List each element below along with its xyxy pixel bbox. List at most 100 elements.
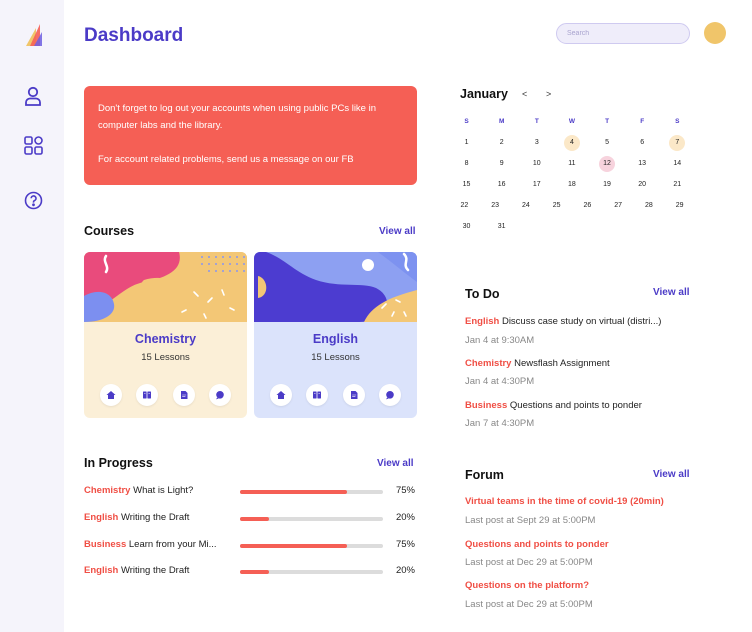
calendar-day[interactable]: 3 bbox=[519, 132, 554, 153]
alert-text-1: Don't forget to log out your accounts wh… bbox=[98, 103, 376, 131]
progress-row[interactable]: English Writing the Draft 20% bbox=[84, 512, 417, 526]
progress-bar bbox=[240, 490, 383, 494]
progress-fill bbox=[240, 570, 269, 574]
calendar-day-number: 8 bbox=[464, 160, 469, 167]
calendar-day-number: 25 bbox=[552, 202, 561, 209]
todo-view-all-link[interactable]: View all bbox=[653, 287, 690, 298]
calendar-day[interactable]: 4 bbox=[554, 132, 589, 153]
todo-title: To Do bbox=[465, 287, 500, 301]
calendar-day-number: 16 bbox=[497, 181, 506, 188]
calendar-day[interactable]: 28 bbox=[634, 195, 665, 216]
sidebar bbox=[0, 0, 64, 632]
book-icon[interactable] bbox=[136, 384, 159, 406]
avatar[interactable] bbox=[704, 22, 726, 44]
forum-thread-title[interactable]: Questions and points to ponder bbox=[465, 539, 609, 550]
weekday-label: S bbox=[675, 118, 680, 125]
todo-item[interactable]: Business Questions and points to ponder bbox=[465, 400, 642, 411]
calendar-day-number: 10 bbox=[532, 160, 541, 167]
calendar-day[interactable]: 17 bbox=[519, 174, 554, 195]
calendar-day[interactable]: 16 bbox=[484, 174, 519, 195]
courses-view-all-link[interactable]: View all bbox=[379, 226, 416, 237]
course-card-english[interactable]: English 15 Lessons bbox=[254, 252, 417, 418]
calendar-day-number: 9 bbox=[499, 160, 504, 167]
course-actions bbox=[270, 384, 401, 406]
progress-percent: 20% bbox=[395, 565, 415, 576]
calendar-week: 1 2 3 4 5 6 7 bbox=[449, 132, 695, 153]
todo-item[interactable]: Chemistry Newsflash Assignment bbox=[465, 358, 610, 369]
calendar-day[interactable]: 6 bbox=[625, 132, 660, 153]
calendar-day[interactable]: 13 bbox=[625, 153, 660, 174]
calendar-day[interactable]: 29 bbox=[664, 195, 695, 216]
lesson-title: Writing the Draft bbox=[120, 565, 190, 576]
calendar-day[interactable]: 9 bbox=[484, 153, 519, 174]
subject-tag: Chemistry bbox=[465, 358, 512, 369]
calendar-day[interactable]: 15 bbox=[449, 174, 484, 195]
course-lessons: 15 Lessons bbox=[141, 352, 190, 363]
calendar-day[interactable]: 19 bbox=[590, 174, 625, 195]
course-lessons: 15 Lessons bbox=[311, 352, 360, 363]
home-icon[interactable] bbox=[100, 384, 122, 406]
forum-thread-title[interactable]: Questions on the platform? bbox=[465, 580, 590, 591]
calendar-week: 22 23 24 25 26 27 28 29 bbox=[449, 195, 695, 216]
calendar-day[interactable]: 2 bbox=[484, 132, 519, 153]
logo-icon[interactable] bbox=[24, 24, 44, 46]
course-banner-image bbox=[254, 252, 417, 322]
forum-thread-title[interactable]: Virtual teams in the time of covid-19 (2… bbox=[465, 496, 664, 507]
todo-item[interactable]: English Discuss case study on virtual (d… bbox=[465, 316, 661, 327]
weekday-label: S bbox=[464, 118, 469, 125]
document-icon[interactable] bbox=[172, 384, 195, 406]
calendar-day[interactable]: 25 bbox=[541, 195, 572, 216]
calendar-day-number: 11 bbox=[568, 160, 576, 167]
calendar-day[interactable]: 21 bbox=[660, 174, 695, 195]
progress-fill bbox=[240, 490, 348, 494]
in-progress-title: In Progress bbox=[84, 456, 153, 470]
calendar-day[interactable]: 12 bbox=[590, 153, 625, 174]
chat-icon[interactable] bbox=[378, 384, 401, 406]
chat-icon[interactable] bbox=[208, 384, 231, 406]
course-card-chemistry[interactable]: Chemistry 15 Lessons bbox=[84, 252, 247, 418]
calendar-day[interactable]: 18 bbox=[554, 174, 589, 195]
calendar-day[interactable]: 23 bbox=[480, 195, 511, 216]
weekday-label: F bbox=[640, 118, 645, 125]
calendar-day-number: 27 bbox=[614, 202, 623, 209]
document-icon[interactable] bbox=[342, 384, 365, 406]
calendar-day[interactable]: 8 bbox=[449, 153, 484, 174]
calendar-day[interactable]: 26 bbox=[572, 195, 603, 216]
forum-view-all-link[interactable]: View all bbox=[653, 469, 690, 480]
progress-row[interactable]: Chemistry What is Light? 75% bbox=[84, 485, 417, 499]
weekday-label: T bbox=[534, 118, 539, 125]
forum-last-post: Last post at Dec 29 at 5:00PM bbox=[465, 557, 593, 568]
search-input[interactable] bbox=[556, 23, 690, 44]
lesson-title: What is Light? bbox=[133, 485, 194, 496]
course-actions bbox=[100, 384, 231, 406]
calendar-day[interactable]: 5 bbox=[590, 132, 625, 153]
book-icon[interactable] bbox=[306, 384, 329, 406]
calendar-day[interactable]: 10 bbox=[519, 153, 554, 174]
progress-row[interactable]: Business Learn from your Mi... 75% bbox=[84, 539, 417, 553]
calendar-day[interactable]: 22 bbox=[449, 195, 480, 216]
calendar-day[interactable]: 31 bbox=[484, 216, 519, 237]
subject-tag: Business bbox=[465, 400, 508, 411]
calendar-next-button[interactable]: > bbox=[546, 89, 552, 99]
home-icon[interactable] bbox=[270, 384, 292, 406]
calendar-day-number: 29 bbox=[675, 202, 684, 209]
in-progress-view-all-link[interactable]: View all bbox=[377, 458, 414, 469]
calendar-day[interactable]: 14 bbox=[660, 153, 695, 174]
calendar-day-number: 7 bbox=[669, 135, 686, 151]
calendar-day[interactable]: 11 bbox=[554, 153, 589, 174]
calendar-day[interactable]: 1 bbox=[449, 132, 484, 153]
subject-tag: English bbox=[465, 316, 500, 327]
user-icon[interactable] bbox=[22, 85, 44, 107]
calendar-day[interactable]: 7 bbox=[660, 132, 695, 153]
progress-row[interactable]: English Writing the Draft 20% bbox=[84, 565, 417, 579]
calendar-day[interactable]: 24 bbox=[511, 195, 542, 216]
calendar-day[interactable]: 20 bbox=[625, 174, 660, 195]
grid-icon[interactable] bbox=[22, 134, 44, 156]
todo-text: Questions and points to ponder bbox=[509, 400, 642, 411]
progress-percent: 75% bbox=[395, 485, 415, 496]
help-icon[interactable] bbox=[22, 189, 44, 211]
calendar-prev-button[interactable]: < bbox=[522, 89, 528, 99]
calendar-week: 8 9 10 11 12 13 14 bbox=[449, 153, 695, 174]
calendar-day[interactable]: 30 bbox=[449, 216, 484, 237]
calendar-day[interactable]: 27 bbox=[603, 195, 634, 216]
